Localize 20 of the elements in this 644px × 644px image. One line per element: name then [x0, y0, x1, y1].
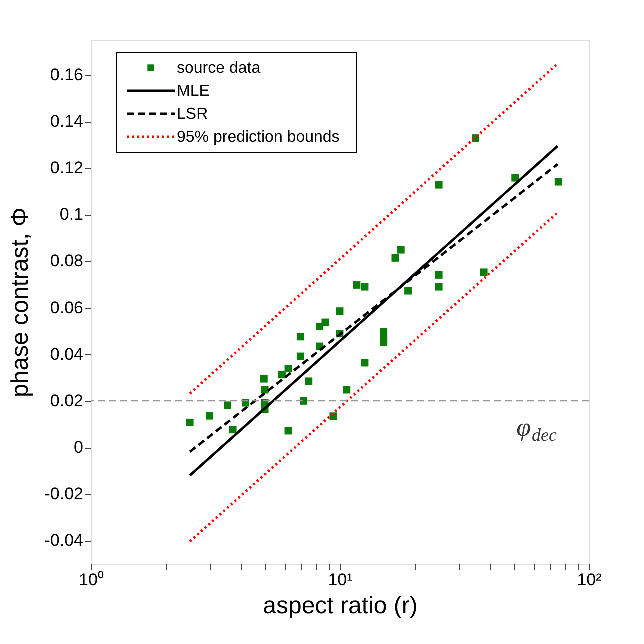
- x-tick-label: 10⁰: [79, 570, 104, 590]
- x-tick-label: 10²: [577, 570, 602, 590]
- y-tick-label: 0.06: [50, 298, 84, 318]
- y-tick-label: 0.14: [50, 112, 84, 132]
- y-tick-label: -0.02: [44, 484, 84, 504]
- x-axis-title: aspect ratio (r): [263, 592, 418, 620]
- legend-label: LSR: [177, 106, 208, 123]
- y-tick-label: 0.02: [50, 391, 84, 410]
- y-axis-title: phase contrast, Φ: [6, 208, 34, 398]
- y-tick-label: 0.1: [60, 205, 84, 224]
- legend-label: MLE: [177, 83, 210, 100]
- x-tick-label: 10¹: [328, 570, 354, 590]
- legend-label: 95% prediction bounds: [177, 129, 340, 146]
- y-tick-label: 0.16: [50, 65, 84, 84]
- y-tick-label: 0: [74, 438, 84, 458]
- legend-label: source data: [177, 60, 261, 77]
- y-tick-label: 0.04: [50, 344, 84, 364]
- y-tick-label: 0.12: [50, 158, 84, 178]
- y-tick-label: 0.08: [50, 252, 84, 271]
- y-tick-label: -0.04: [44, 531, 84, 550]
